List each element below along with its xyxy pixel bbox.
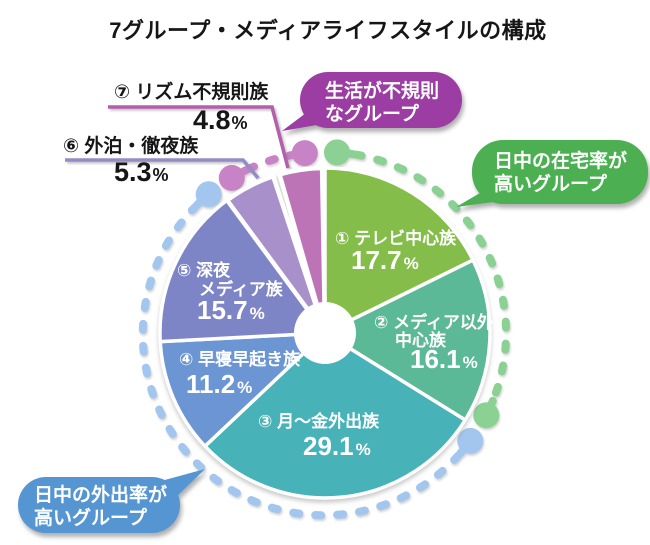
arc-endpoint-dot <box>291 140 318 167</box>
group-arc-dashes <box>351 150 511 402</box>
group-arc-dashes <box>244 152 291 173</box>
donut-hole <box>294 302 356 364</box>
pie-slice-7 <box>277 165 328 336</box>
callout-7-label: ⑦ リズム不規則族 <box>114 80 269 103</box>
pie-slice-1 <box>323 166 475 335</box>
slice-5-label: ⑤ 深夜 <box>177 260 231 280</box>
slice-3-label: ③ 月〜金外出族 <box>258 411 380 431</box>
slice-1-label: ① テレビ中心族 <box>335 228 457 248</box>
pie-slice-6 <box>224 174 328 336</box>
group-arc-2 <box>138 181 484 520</box>
slice-1-percent: 17.7% <box>351 245 419 275</box>
callout-7-percent: 4.8% <box>193 105 248 135</box>
callout-6-percent: 5.3% <box>114 157 169 187</box>
callout-6-label: ⑥ 外泊・徹夜族 <box>63 134 199 157</box>
badge-out-line2: 高いグループ <box>34 506 148 529</box>
badge-out-group: 日中の外出率が 高いグループ <box>18 469 205 533</box>
slice-2-label: ② メディア以外 <box>374 312 494 332</box>
badge-irregular-group: 生活が不規則 なグループ <box>282 72 462 131</box>
badge-home-line1: 日中の在宅率が <box>494 149 627 172</box>
group-arc-1 <box>324 139 511 429</box>
pie-slice-2 <box>323 258 492 422</box>
leader-line-⑦ <box>108 105 290 169</box>
pie-layer <box>158 165 492 500</box>
badge-body <box>472 140 648 204</box>
slice-3-percent: 29.1% <box>303 431 371 461</box>
arc-endpoint-dot <box>324 139 350 166</box>
badge-home-group: 日中の在宅率が 高いグループ <box>456 140 648 207</box>
pie-slice-4 <box>158 331 327 448</box>
slice-4-label: ④ 早寝早起き族 <box>179 349 301 369</box>
slice-2-label-line2: 中心族 <box>395 330 447 350</box>
arc-endpoint-dot <box>195 181 222 208</box>
badge-irregular-line1: 生活が不規則 <box>325 79 439 102</box>
badge-body <box>300 72 462 128</box>
badge-irregular-line2: なグループ <box>325 102 420 125</box>
slice-5-label-line2: メディア族 <box>199 279 284 299</box>
slice-5-percent: 15.7% <box>197 295 265 325</box>
badge-home-line2: 高いグループ <box>494 172 608 195</box>
leader-line-⑥ <box>65 158 260 180</box>
slice-4-percent: 11.2% <box>186 369 252 399</box>
pie-slice-3 <box>203 331 467 500</box>
arc-endpoint-dot <box>473 402 500 429</box>
leader-lines-layer <box>65 105 290 180</box>
pie-slice-5 <box>158 198 327 344</box>
group-arc-dashes <box>138 203 463 520</box>
badge-out-line1: 日中の外出率が <box>34 483 167 506</box>
badge-body <box>18 477 180 533</box>
arc-endpoint-dot <box>457 427 484 454</box>
arc-endpoint-dot <box>218 164 245 191</box>
slice-2-percent: 16.1% <box>410 344 478 374</box>
chart-title: 7グループ・メディアライフスタイルの構成 <box>109 18 546 43</box>
